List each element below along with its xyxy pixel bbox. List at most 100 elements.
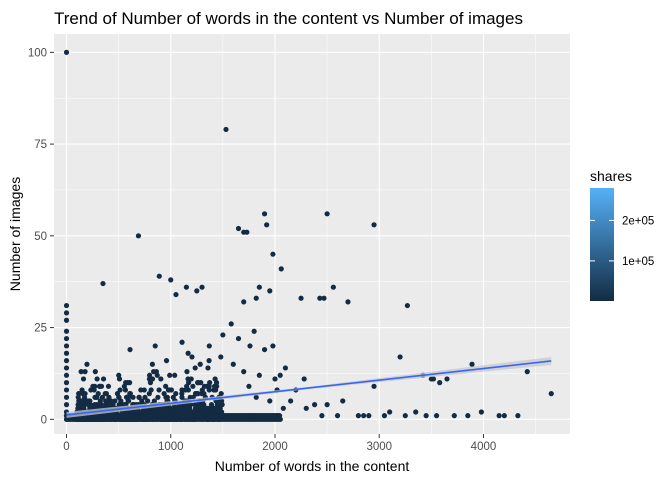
scatter-point xyxy=(151,369,157,375)
scatter-point xyxy=(197,361,203,367)
scatter-point xyxy=(163,358,170,364)
scatter-point xyxy=(158,376,164,382)
scatter-point xyxy=(253,295,259,301)
axis-ticks: 0 1000 2000 3000 4000 0 25 50 75 100 xyxy=(28,47,496,453)
scatter-point xyxy=(211,383,218,389)
legend-tick-label: 1e+05 xyxy=(622,256,654,268)
scatter-point xyxy=(371,222,377,228)
legend-tick-label: 2e+05 xyxy=(622,215,654,227)
scatter-point xyxy=(63,372,70,378)
scatter-point xyxy=(282,365,289,371)
scatter-point xyxy=(100,280,106,287)
scatter-point xyxy=(206,358,212,364)
scatter-point xyxy=(437,380,443,386)
scatter-point xyxy=(156,273,162,279)
scatter-point xyxy=(267,398,273,404)
scatter-point xyxy=(206,387,212,393)
scatter-point xyxy=(106,402,112,408)
scatter-point xyxy=(548,391,554,397)
scatter-point xyxy=(121,383,127,389)
scatter-point xyxy=(515,413,521,419)
scatter-point xyxy=(469,361,475,367)
x-tick-label: 2000 xyxy=(262,441,288,453)
scatter-point xyxy=(155,394,161,400)
scatter-point xyxy=(92,369,98,375)
legend: shares 1e+05 2e+05 xyxy=(590,168,654,301)
scatter-point xyxy=(423,413,429,419)
scatter-point xyxy=(264,222,270,228)
scatter-point xyxy=(130,394,136,400)
scatter-point xyxy=(114,391,121,397)
scatter-point xyxy=(149,376,156,382)
scatter-point xyxy=(78,398,84,404)
scatter-point xyxy=(146,391,152,397)
scatter-point xyxy=(63,317,70,323)
scatter-point xyxy=(223,126,229,133)
scatter-point xyxy=(192,365,198,371)
scatter-point xyxy=(272,376,278,382)
scatter-point xyxy=(127,391,133,397)
scatter-point xyxy=(206,343,212,349)
scatter-point xyxy=(303,405,309,411)
scatter-point xyxy=(190,383,196,389)
scatter-point xyxy=(80,405,86,411)
scatter-point xyxy=(189,354,195,360)
scatter-point xyxy=(195,391,201,397)
scatter-point xyxy=(63,402,70,408)
scatter-point xyxy=(247,343,253,349)
scatter-point xyxy=(201,402,207,408)
scatter-point xyxy=(63,302,70,309)
scatter-point xyxy=(188,376,194,382)
scatter-point xyxy=(98,383,105,389)
scatter-point xyxy=(127,380,133,386)
trend-line-group xyxy=(66,356,552,418)
scatter-point xyxy=(496,413,502,419)
scatter-point xyxy=(172,372,178,378)
scatter-point xyxy=(321,295,327,301)
scatter-point xyxy=(230,361,236,367)
y-tick-label: 75 xyxy=(34,139,47,151)
scatter-point xyxy=(198,380,204,386)
scatter-point xyxy=(413,409,419,415)
scatter-point xyxy=(63,358,70,364)
scatter-point xyxy=(63,416,70,422)
scatter-point xyxy=(152,343,158,349)
scatter-point xyxy=(256,372,262,378)
scatter-point xyxy=(116,372,122,378)
scatter-point xyxy=(261,211,268,217)
scatter-points xyxy=(63,49,554,422)
scatter-point xyxy=(80,376,87,382)
scatter-point xyxy=(164,405,170,411)
trend-line xyxy=(66,360,552,416)
legend-colorbar xyxy=(590,188,614,301)
x-tick-label: 4000 xyxy=(471,441,497,453)
scatter-point xyxy=(142,394,148,400)
scatter-point xyxy=(312,402,318,408)
scatter-point xyxy=(277,372,283,378)
scatter-point xyxy=(228,321,234,327)
scatter-point xyxy=(218,354,224,360)
scatter-point xyxy=(95,391,101,397)
scatter-point xyxy=(355,413,361,419)
scatter-point xyxy=(82,391,88,397)
scatter-point xyxy=(84,361,90,367)
scatter-point xyxy=(433,413,440,419)
scatter-point xyxy=(135,233,142,239)
scatter-point xyxy=(173,291,179,298)
scatter-point xyxy=(183,284,189,290)
scatter-point xyxy=(361,413,367,419)
scatter-point xyxy=(156,387,162,393)
y-axis-title: Number of images xyxy=(7,177,23,291)
legend-title: shares xyxy=(590,168,632,184)
scatter-point xyxy=(404,302,410,309)
x-axis-title: Number of words in the content xyxy=(215,458,410,474)
scatter-point xyxy=(63,387,70,393)
scatter-point xyxy=(270,251,276,257)
scatter-point xyxy=(179,339,185,345)
scatter-point xyxy=(63,49,70,55)
scatter-point xyxy=(371,383,377,389)
scatter-point xyxy=(184,369,190,375)
scatter-point xyxy=(219,398,225,404)
scatter-point xyxy=(75,394,81,400)
